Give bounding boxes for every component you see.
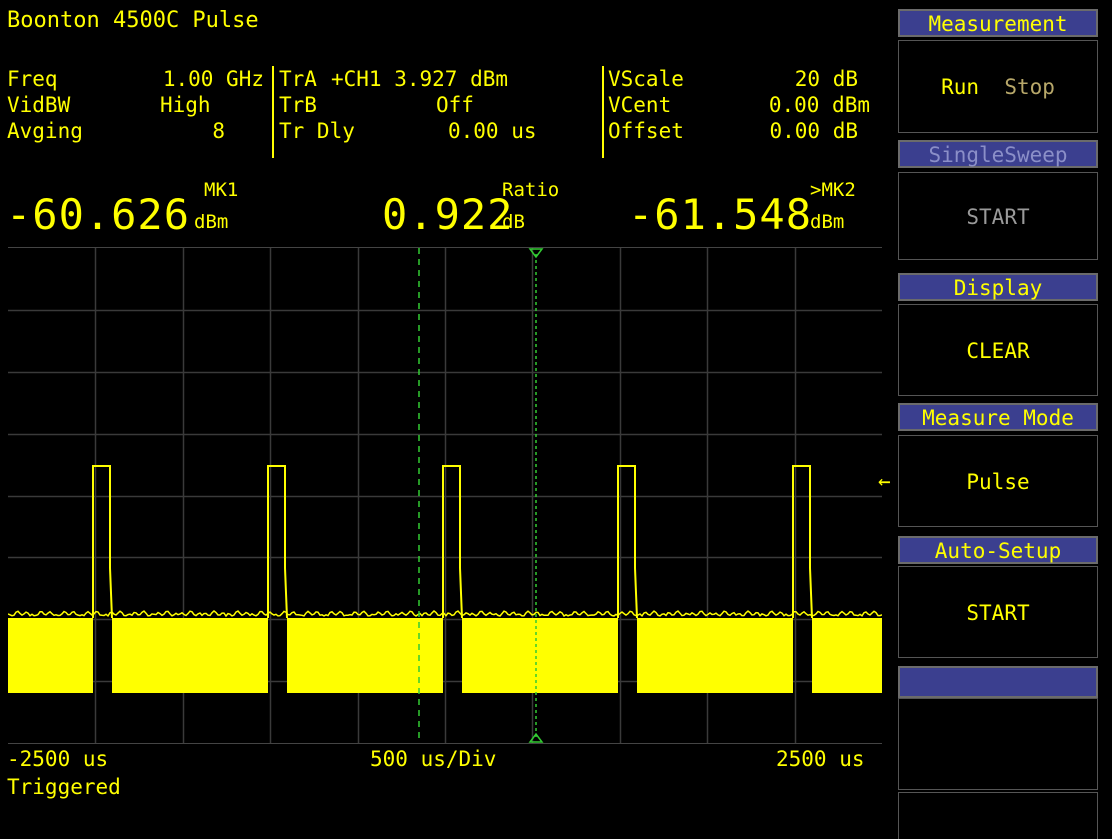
param-vcent-label: VCent: [608, 93, 672, 117]
axis-center-label: 500 us/Div: [370, 747, 497, 771]
softkey-auto-setup[interactable]: START: [898, 566, 1098, 658]
param-trb-label: TrB: [279, 93, 317, 117]
softkey-panel: Measurement Run Stop SingleSweep START D…: [898, 0, 1108, 839]
readout-mk1-unit: dBm: [194, 211, 229, 233]
softkey-display-header: Display: [898, 273, 1098, 301]
softkey-measure-mode[interactable]: Pulse: [898, 435, 1098, 527]
softkey-measurement-header: Measurement: [898, 9, 1098, 37]
marker-2-bottom-icon: [528, 732, 544, 743]
param-avging-label: Avging: [7, 119, 83, 143]
softkey-measurement-stop[interactable]: Stop: [1004, 75, 1055, 99]
softkey-extra[interactable]: [898, 792, 1098, 839]
param-vscale-label: VScale: [608, 67, 684, 91]
param-vidbw-label: VidBW: [7, 93, 71, 117]
param-vidbw-value: High: [160, 93, 211, 117]
param-tra-value: +CH1 3.927 dBm: [331, 67, 509, 91]
softkey-singlesweep[interactable]: START: [898, 172, 1098, 260]
pulse-2: [267, 465, 288, 619]
pulse-4: [617, 465, 638, 619]
readout-mk1-value: -60.626: [6, 190, 191, 239]
trace-display[interactable]: [8, 247, 882, 744]
noise-band: [112, 618, 268, 693]
param-freq-label: Freq: [7, 67, 58, 91]
noise-band: [462, 618, 618, 693]
param-offset-label: Offset: [608, 119, 684, 143]
readout-ratio-value: 0.922: [382, 190, 514, 239]
readout-mk2-unit: dBm: [810, 211, 845, 233]
softkey-measurement-run[interactable]: Run: [941, 75, 980, 99]
param-separator-1: [272, 66, 274, 158]
softkey-measure-mode-header: Measure Mode: [898, 403, 1098, 431]
pulse-5: [792, 465, 813, 619]
noise-band: [8, 618, 93, 693]
readout-ratio-label: Ratio: [502, 179, 560, 201]
param-separator-2: [602, 66, 604, 158]
instrument-title: Boonton 4500C Pulse: [7, 8, 259, 33]
param-trb-value: Off: [436, 93, 474, 117]
pulse-3: [442, 465, 463, 619]
readout-mk1-label: MK1: [204, 179, 239, 201]
param-tra-label: TrA: [279, 67, 317, 91]
axis-left-label: -2500 us: [7, 747, 109, 771]
noise-band: [287, 618, 443, 693]
softkey-display[interactable]: CLEAR: [898, 304, 1098, 396]
softkey-blank[interactable]: [898, 698, 1098, 790]
param-vscale-value: 20 dB: [794, 67, 858, 91]
softkey-blank-header: [898, 666, 1098, 698]
param-trdly-label: Tr Dly: [279, 119, 355, 143]
softkey-auto-setup-header: Auto-Setup: [898, 536, 1098, 564]
readout-mk2-value: -61.548: [628, 190, 813, 239]
softkey-singlesweep-header: SingleSweep: [898, 140, 1098, 168]
selected-arrow-icon: ←: [878, 469, 891, 493]
marker-2-top-icon: [528, 248, 544, 259]
param-offset-value: 0.00 dB: [769, 119, 858, 143]
axis-right-label: 2500 us: [776, 747, 865, 771]
pulse-1: [92, 465, 113, 619]
trigger-status: Triggered: [7, 775, 121, 799]
noise-edge: [8, 610, 882, 618]
param-vcent-value: 0.00 dBm: [768, 93, 870, 117]
readout-mk2-label: >MK2: [810, 179, 856, 201]
softkey-measurement[interactable]: Run Stop: [898, 40, 1098, 133]
trace-svg: [8, 248, 882, 743]
readout-ratio-unit: dB: [502, 211, 525, 233]
noise-band: [812, 618, 882, 693]
param-freq-value: 1.00 GHz: [162, 67, 264, 91]
noise-band: [637, 618, 793, 693]
param-trdly-value: 0.00 us: [448, 119, 537, 143]
param-avging-value: 8: [212, 119, 225, 143]
